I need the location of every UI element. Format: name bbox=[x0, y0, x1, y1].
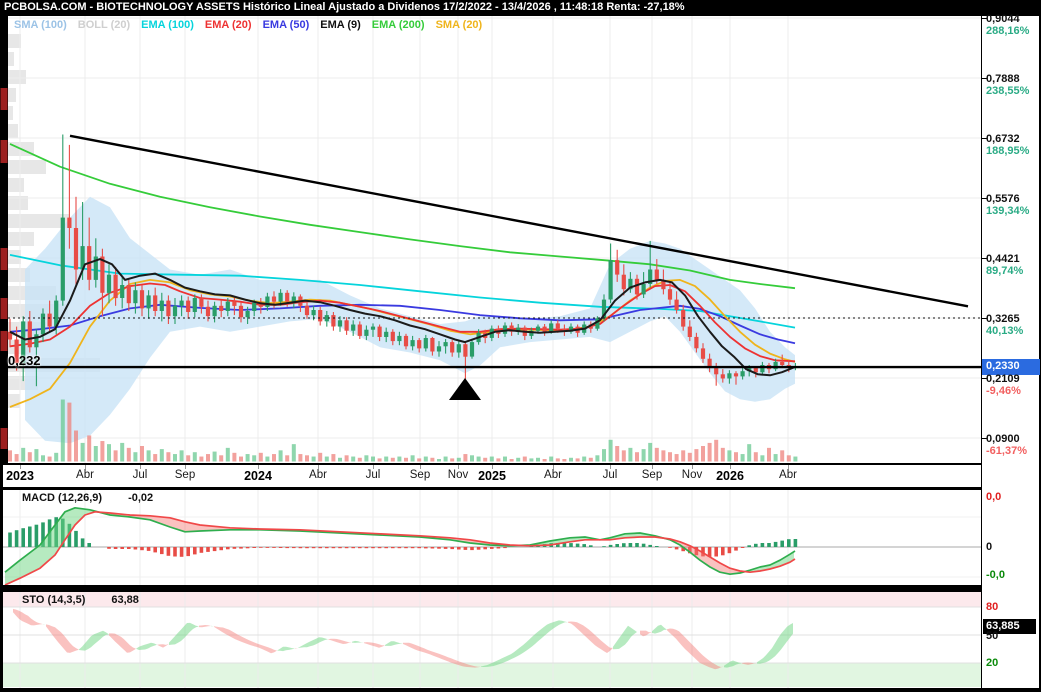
current-price-box: 0,2330 bbox=[982, 359, 1040, 375]
time-tick-label: Sep bbox=[174, 469, 196, 481]
axis-percent: 238,55% bbox=[986, 85, 1030, 97]
legend-item-sma-20-[interactable]: SMA (20) bbox=[435, 19, 483, 31]
price-axis-label: 0,9044 288,16% bbox=[986, 13, 1029, 37]
macd-axis-label: 0,0 bbox=[986, 491, 1002, 503]
price-axis-label: 0,4421 89,74% bbox=[986, 253, 1023, 277]
axis-price: 0,5576 bbox=[986, 193, 1020, 205]
title-bar: PCBOLSA.COM - BIOTECHNOLOGY ASSETS Histó… bbox=[0, 0, 1041, 16]
time-tick-label: Jul bbox=[365, 469, 381, 481]
price-axis-label: 0,2109 -9,46% bbox=[986, 373, 1021, 397]
axis-price: 0,0900 bbox=[986, 433, 1020, 445]
macd-name: MACD (12,26,9) bbox=[22, 492, 103, 504]
time-tick-label: 2026 bbox=[716, 469, 744, 483]
time-tick-label: Abr bbox=[76, 469, 94, 481]
time-tick-label: Sep bbox=[409, 469, 431, 481]
macd-axis-label: 0 bbox=[986, 541, 993, 553]
macd-chart-canvas bbox=[3, 490, 981, 585]
legend-item-ema-9-[interactable]: EMA (9) bbox=[320, 19, 361, 31]
time-tick bbox=[373, 465, 374, 469]
indicator-legend: SMA (100) BOLL (20) EMA (100) EMA (20) EMA (… bbox=[14, 19, 482, 31]
time-tick bbox=[185, 465, 186, 469]
price-chart-canvas bbox=[0, 16, 981, 463]
axis-percent: 139,34% bbox=[986, 205, 1030, 217]
time-tick-label: Abr bbox=[544, 469, 562, 481]
time-tick bbox=[553, 465, 554, 469]
axis-percent: 89,74% bbox=[986, 265, 1024, 277]
time-tick-label: Nov bbox=[681, 469, 703, 481]
stochastic-chart-canvas bbox=[3, 592, 981, 688]
price-axis-tick bbox=[982, 378, 987, 379]
time-tick bbox=[692, 465, 693, 469]
legend-item-sma-100-[interactable]: SMA (100) bbox=[14, 19, 67, 31]
axis-percent: 188,95% bbox=[986, 145, 1030, 157]
axis-price: 0,9044 bbox=[986, 13, 1020, 25]
price-axis-tick bbox=[982, 78, 987, 79]
price-axis-tick bbox=[982, 258, 987, 259]
time-tick-label: Jul bbox=[602, 469, 618, 481]
time-tick-label: Jul bbox=[132, 469, 148, 481]
price-line-label: 0,232 bbox=[8, 353, 41, 368]
price-axis-tick bbox=[982, 318, 987, 319]
axis-percent: -9,46% bbox=[986, 385, 1021, 397]
time-tick bbox=[788, 465, 789, 469]
sto-axis-label: 80 bbox=[986, 601, 999, 613]
time-axis: 2023 Abr Jul Sep 2024 Abr Jul Sep Nov 2025 Abr Jul S… bbox=[3, 463, 981, 487]
time-tick-label: 2025 bbox=[478, 469, 506, 483]
axis-percent: 40,13% bbox=[986, 325, 1024, 337]
legend-item-ema-100-[interactable]: EMA (100) bbox=[141, 19, 194, 31]
price-axis-tick bbox=[982, 198, 987, 199]
time-tick-label: Nov bbox=[447, 469, 469, 481]
time-tick bbox=[420, 465, 421, 469]
time-tick-label: Sep bbox=[641, 469, 663, 481]
axis-price: 0,2109 bbox=[986, 373, 1020, 385]
time-tick bbox=[610, 465, 611, 469]
time-tick-label: Abr bbox=[779, 469, 797, 481]
price-axis-tick bbox=[982, 18, 987, 19]
price-axis-label: 0,6732 188,95% bbox=[986, 133, 1029, 157]
sto-current-box: 63,885 bbox=[983, 619, 1036, 634]
price-axis-label: 0,5576 139,34% bbox=[986, 193, 1029, 217]
time-tick bbox=[652, 465, 653, 469]
price-axis: 0,2330 63,885 0,9044 288,16% 0,7888 238,55%… bbox=[981, 13, 1040, 688]
sto-axis-label: 20 bbox=[986, 657, 999, 669]
time-tick-label: 2024 bbox=[244, 469, 272, 483]
stochastic-label: STO (14,3,5) 63,88 bbox=[22, 594, 139, 606]
axis-price: 0,6732 bbox=[986, 133, 1020, 145]
legend-item-ema-50-[interactable]: EMA (50) bbox=[262, 19, 310, 31]
stochastic-name: STO (14,3,5) bbox=[22, 594, 86, 606]
macd-axis-label: -0,0 bbox=[986, 569, 1005, 581]
chart-title: PCBOLSA.COM - BIOTECHNOLOGY ASSETS Histó… bbox=[4, 1, 685, 13]
time-tick bbox=[458, 465, 459, 469]
time-tick bbox=[730, 465, 731, 469]
time-tick bbox=[140, 465, 141, 469]
stochastic-value: 63,88 bbox=[111, 594, 139, 606]
price-axis-label: 0,7888 238,55% bbox=[986, 73, 1029, 97]
price-axis-label: 0,0900 -61,37% bbox=[986, 433, 1027, 457]
price-axis-tick bbox=[982, 438, 987, 439]
time-tick-label: 2023 bbox=[6, 469, 34, 483]
time-tick bbox=[318, 465, 319, 469]
macd-value: -0,02 bbox=[128, 492, 154, 504]
axis-percent: 288,16% bbox=[986, 25, 1030, 37]
axis-percent: -61,37% bbox=[986, 445, 1027, 457]
legend-item-boll-20-[interactable]: BOLL (20) bbox=[77, 19, 131, 31]
macd-label: MACD (12,26,9) -0,02 bbox=[22, 492, 153, 504]
axis-price: 0,7888 bbox=[986, 73, 1020, 85]
axis-price: 0,4421 bbox=[986, 253, 1020, 265]
legend-item-ema-200-[interactable]: EMA (200) bbox=[371, 19, 425, 31]
sto-axis-label: 50 bbox=[986, 630, 999, 642]
price-axis-label: 0,3265 40,13% bbox=[986, 313, 1023, 337]
time-tick-label: Abr bbox=[309, 469, 327, 481]
time-tick bbox=[258, 465, 259, 469]
price-axis-tick bbox=[982, 138, 987, 139]
axis-price: 0,3265 bbox=[986, 313, 1020, 325]
time-tick bbox=[492, 465, 493, 469]
time-tick bbox=[20, 465, 21, 469]
legend-item-ema-20-[interactable]: EMA (20) bbox=[204, 19, 252, 31]
time-tick bbox=[85, 465, 86, 469]
